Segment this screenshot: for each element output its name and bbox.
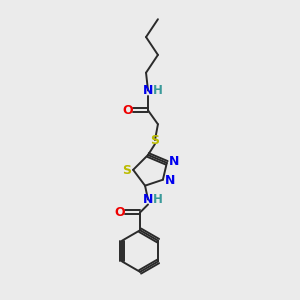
Text: H: H bbox=[153, 84, 163, 97]
Text: O: O bbox=[114, 206, 124, 219]
Text: O: O bbox=[122, 104, 133, 117]
Text: N: N bbox=[165, 174, 175, 187]
Text: H: H bbox=[153, 193, 163, 206]
Text: S: S bbox=[151, 134, 160, 147]
Text: N: N bbox=[169, 155, 179, 168]
Text: S: S bbox=[122, 164, 131, 177]
Text: N: N bbox=[143, 193, 153, 206]
Text: N: N bbox=[143, 84, 153, 97]
